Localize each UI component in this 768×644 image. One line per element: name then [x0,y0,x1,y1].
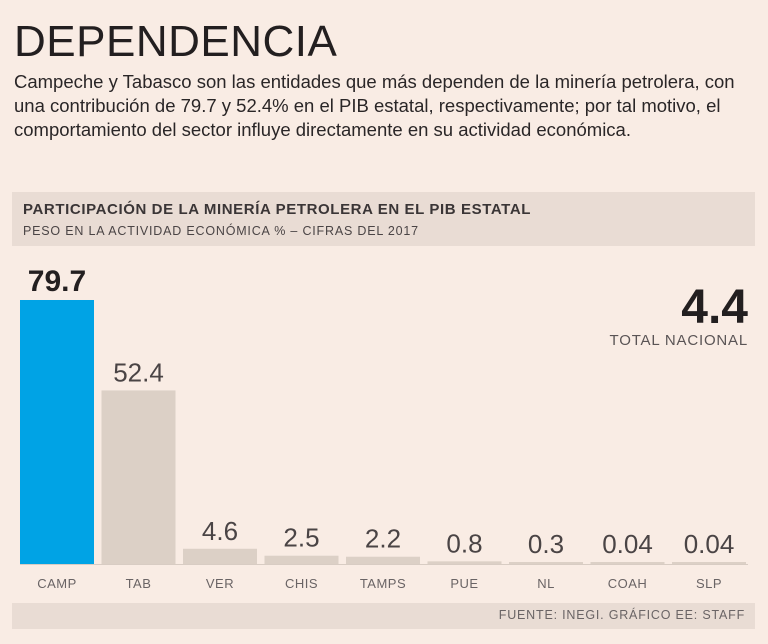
category-label-pue: PUE [450,576,478,591]
bar-pue [427,561,502,564]
bar-ver [183,548,257,564]
category-label-tamps: TAMPS [360,576,406,591]
value-label-nl: 0.3 [528,529,564,559]
category-label-nl: NL [537,576,555,591]
bar-coah [590,562,665,564]
value-label-ver: 4.6 [202,516,238,546]
total-nacional-value: 4.4 [681,281,748,334]
bar-nl [509,562,583,564]
footer-bar: FUENTE: INEGI. GRÁFICO EE: STAFF [12,603,755,629]
value-label-coah: 0.04 [602,529,653,559]
category-label-tab: TAB [126,576,152,591]
category-label-camp: CAMP [37,576,77,591]
chart-title: PARTICIPACIÓN DE LA MINERÍA PETROLERA EN… [23,201,532,218]
category-label-slp: SLP [696,576,722,591]
intro-text: Campeche y Tabasco son las entidades que… [14,71,735,140]
bar-slp [672,562,746,564]
category-label-ver: VER [206,576,234,591]
category-label-coah: COAH [608,576,648,591]
value-label-camp: 79.7 [28,265,86,298]
value-label-pue: 0.8 [446,528,482,558]
bar-chis [264,555,339,564]
bar-tamps [346,556,420,564]
value-label-slp: 0.04 [684,529,735,559]
bar-chart: 79.7 CAMP 52.4 TAB 4.6 VER 2.5 CHIS 2.2 TAMPS 0.8 P… [20,265,748,591]
value-label-tamps: 2.2 [365,524,401,554]
bar-tab [101,390,176,564]
page-title: DEPENDENCIA [14,17,338,66]
source-credit: FUENTE: INEGI. GRÁFICO EE: STAFF [498,608,745,622]
chart-header: PARTICIPACIÓN DE LA MINERÍA PETROLERA EN… [12,192,755,246]
bar-camp [20,299,94,564]
value-label-chis: 2.5 [283,523,319,553]
category-label-chis: CHIS [285,576,318,591]
chart-subtitle: PESO EN LA ACTIVIDAD ECONÓMICA % – CIFRA… [23,224,419,238]
total-nacional-label: TOTAL NACIONAL [609,332,748,349]
value-label-tab: 52.4 [113,357,164,387]
